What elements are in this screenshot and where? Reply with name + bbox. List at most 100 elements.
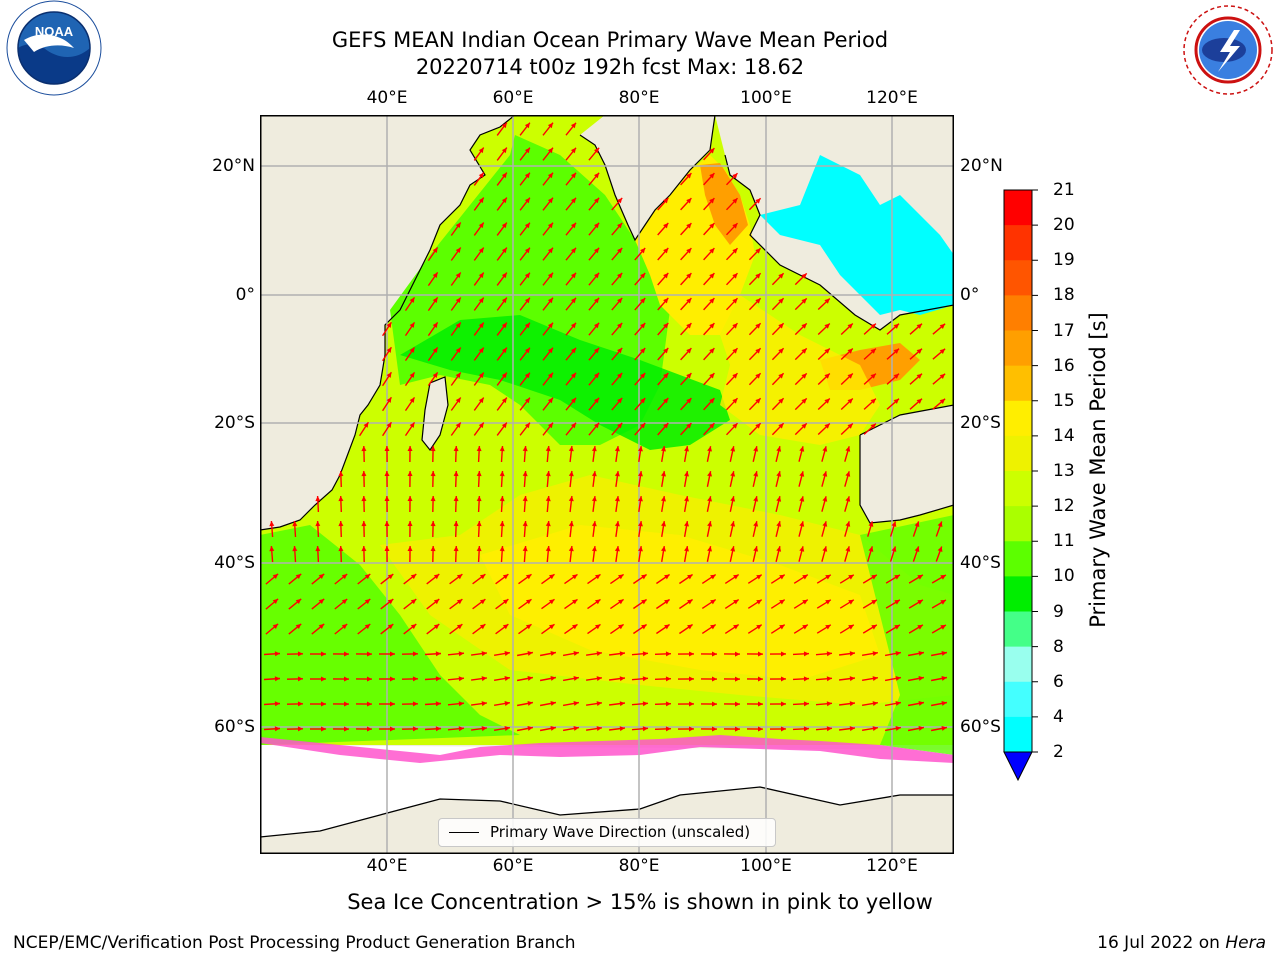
colorbar-label: 18 <box>1053 285 1075 306</box>
wave-arrow-head <box>753 521 759 527</box>
wave-arrow-head <box>432 247 438 253</box>
wave-arrow-head <box>618 624 624 630</box>
wave-arrow-head <box>640 423 646 429</box>
wave-arrow-head <box>297 726 303 732</box>
wave-arrow-head <box>295 598 302 604</box>
wave-arrow-head <box>617 197 623 204</box>
africa-coast <box>260 115 516 531</box>
wave-arrow-head <box>455 397 461 403</box>
wave-arrow-head <box>570 397 576 404</box>
wave-arrow-head <box>570 122 576 129</box>
wave-arrow-head <box>687 624 693 630</box>
wave-arrow-head <box>730 496 736 502</box>
wave-arrow-head <box>778 373 784 379</box>
wave-arrow-head <box>321 651 326 657</box>
wave-arrow-head <box>847 348 853 354</box>
wave-arrow-head <box>390 726 395 732</box>
wave-arrow-head <box>527 726 533 731</box>
wave-arrow-head <box>547 222 553 229</box>
wave-arrow-head <box>822 546 828 552</box>
wave-arrow-head <box>776 546 782 552</box>
wave-arrow-head <box>939 323 946 329</box>
map-frame <box>260 115 954 854</box>
wave-arrow-head <box>686 373 692 379</box>
wave-arrow-head <box>522 521 528 527</box>
lon-tick-bottom: 120°E <box>866 856 918 876</box>
wave-arrow-head <box>476 446 482 452</box>
colorbar-band <box>1004 716 1032 753</box>
wave-arrow-head <box>614 496 620 502</box>
colorbar-band <box>1004 330 1032 367</box>
wave-arrow-head <box>367 651 372 657</box>
wave-arrow-head <box>709 248 715 254</box>
colorbar-label: 21 <box>1053 180 1075 200</box>
wave-arrow-head <box>338 471 344 477</box>
wave-arrow-head <box>778 398 784 404</box>
wave-arrow-head <box>364 599 371 605</box>
wave-arrow-head <box>269 546 275 552</box>
wave-arrow-head <box>803 651 809 657</box>
wave-arrow-head <box>937 521 943 527</box>
wave-arrow-head <box>826 701 832 707</box>
lon-tick-top: 100°E <box>740 88 792 108</box>
colorbar-band <box>1004 225 1032 261</box>
wave-arrow-head <box>545 471 551 477</box>
wave-arrow-head <box>776 446 782 452</box>
wave-arrow-head <box>504 651 510 656</box>
wave-arrow-head <box>595 574 601 580</box>
wave-arrow-head <box>591 546 597 552</box>
wave-arrow-head <box>937 546 943 552</box>
colorbar-band <box>1004 435 1032 472</box>
wave-arrow-head <box>361 496 367 502</box>
wave-arrow-head <box>684 471 689 477</box>
datestamp-host: Hera <box>1225 933 1266 953</box>
wave-arrow-head <box>479 574 486 580</box>
wave-arrow-head <box>430 546 436 552</box>
wave-arrow-head <box>640 298 646 304</box>
wave-arrow-head <box>501 247 507 254</box>
wave-arrow-head <box>407 546 413 551</box>
wave-arrow-head <box>292 546 298 552</box>
wave-arrow-head <box>433 574 440 580</box>
wave-arrow-head <box>501 222 507 229</box>
wave-arrow-head <box>550 651 556 656</box>
wave-arrow-head <box>341 624 348 630</box>
wave-arrow-head <box>755 273 761 279</box>
wave-arrow-head <box>341 599 348 605</box>
wave-arrow-head <box>663 373 669 379</box>
colorbar-label: 10 <box>1053 566 1075 587</box>
wave-arrow-head <box>642 701 648 707</box>
wave-arrow-head <box>778 298 784 304</box>
wave-arrow-head <box>755 398 761 404</box>
wave-arrow-head <box>547 347 553 354</box>
wave-arrow-head <box>619 651 625 657</box>
wave-arrow-head <box>458 726 464 732</box>
wave-arrow-head <box>802 624 808 630</box>
wave-arrow-head <box>318 573 325 579</box>
wave-arrow-head <box>845 471 851 477</box>
wave-arrow-head <box>524 347 530 354</box>
wave-arrow-head <box>501 172 507 179</box>
wave-arrow-head <box>315 496 321 502</box>
lat-tick-left: 0° <box>235 285 255 305</box>
field-cyan-scs <box>760 155 954 315</box>
sea-ice-edge <box>260 735 954 763</box>
wave-arrow-head <box>663 273 669 279</box>
wave-arrow-head <box>664 574 670 580</box>
wave-arrow-head <box>776 521 782 527</box>
wave-arrow-head <box>410 574 417 580</box>
wave-arrow-head <box>594 347 600 354</box>
ice-shelf <box>260 745 954 837</box>
wave-arrow-head <box>321 676 326 682</box>
wave-arrow-head <box>686 398 692 404</box>
wave-arrow-head <box>367 726 372 732</box>
wave-arrow-head <box>822 471 828 477</box>
wave-arrow-head <box>568 521 574 527</box>
wave-arrow-head <box>872 676 878 681</box>
wave-arrow-head <box>568 446 574 452</box>
wave-arrow-head <box>455 247 461 253</box>
wave-arrow-head <box>455 322 461 328</box>
wave-arrow-head <box>712 651 717 657</box>
wave-arrow-head <box>687 599 693 605</box>
wave-arrow-head <box>872 701 878 706</box>
